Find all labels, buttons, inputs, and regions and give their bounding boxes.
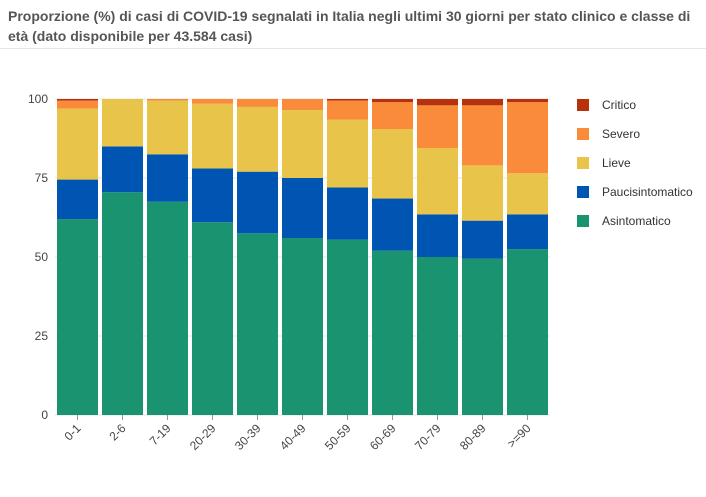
bar-paucisintomatico-6 — [327, 187, 368, 240]
bar-severo-5 — [282, 99, 323, 111]
bar-asintomatico-9 — [462, 258, 503, 415]
legend-item-asintomatico[interactable]: Asintomatico — [577, 206, 693, 235]
bar-critico-6 — [327, 99, 368, 101]
legend-swatch-asintomatico — [577, 214, 589, 227]
x-tick-label-0: 0-1 — [61, 421, 83, 443]
legend-label-critico: Critico — [602, 97, 637, 112]
title-divider — [0, 48, 706, 49]
bar-severo-3 — [192, 99, 233, 104]
bar-asintomatico-10 — [507, 249, 548, 415]
x-tick-label-6: 50-59 — [322, 421, 354, 453]
legend-swatch-lieve — [577, 156, 589, 169]
bar-critico-7 — [372, 99, 413, 103]
legend-label-lieve: Lieve — [602, 155, 631, 170]
bar-paucisintomatico-4 — [237, 171, 278, 234]
x-tick-label-4: 30-39 — [232, 421, 264, 453]
legend-label-severo: Severo — [602, 126, 641, 141]
legend-swatch-critico — [577, 98, 589, 111]
x-tick-label-10: >=90 — [504, 421, 533, 450]
x-tick-label-5: 40-49 — [277, 421, 309, 453]
chart-legend: Critico Severo Lieve Paucisintomatico Asinto… — [577, 90, 693, 235]
bar-severo-0 — [57, 100, 98, 109]
x-tick-label-7: 60-69 — [367, 421, 399, 453]
bar-severo-8 — [417, 105, 458, 148]
bar-asintomatico-2 — [147, 201, 188, 415]
bar-severo-9 — [462, 105, 503, 166]
bar-lieve-6 — [327, 119, 368, 188]
bar-asintomatico-7 — [372, 250, 413, 415]
bar-lieve-2 — [147, 100, 188, 155]
bar-lieve-8 — [417, 147, 458, 215]
legend-item-lieve[interactable]: Lieve — [577, 148, 693, 177]
bar-severo-4 — [237, 99, 278, 107]
bar-lieve-9 — [462, 165, 503, 221]
legend-label-asintomatico: Asintomatico — [602, 213, 671, 228]
bar-asintomatico-4 — [237, 233, 278, 415]
bar-paucisintomatico-0 — [57, 179, 98, 220]
legend-label-paucisintomatico: Paucisintomatico — [602, 184, 693, 199]
bar-critico-9 — [462, 99, 503, 106]
bar-paucisintomatico-2 — [147, 154, 188, 202]
bar-lieve-3 — [192, 103, 233, 169]
x-tick-label-3: 20-29 — [187, 421, 219, 453]
bar-lieve-10 — [507, 173, 548, 215]
x-tick-label-8: 70-79 — [412, 421, 444, 453]
bar-severo-2 — [147, 99, 188, 101]
bar-critico-8 — [417, 99, 458, 106]
x-tick-label-9: 80-89 — [457, 421, 489, 453]
bar-asintomatico-3 — [192, 222, 233, 415]
bar-critico-0 — [57, 99, 98, 101]
bar-paucisintomatico-5 — [282, 178, 323, 239]
legend-swatch-severo — [577, 127, 589, 140]
bar-lieve-5 — [282, 110, 323, 178]
y-tick-label-75: 75 — [35, 171, 49, 185]
y-tick-label-50: 50 — [35, 250, 49, 264]
bar-asintomatico-8 — [417, 257, 458, 415]
bar-lieve-1 — [102, 99, 143, 147]
legend-item-severo[interactable]: Severo — [577, 119, 693, 148]
bar-asintomatico-6 — [327, 239, 368, 415]
y-tick-label-25: 25 — [35, 329, 49, 343]
bar-lieve-7 — [372, 129, 413, 199]
bar-paucisintomatico-8 — [417, 214, 458, 257]
bar-paucisintomatico-3 — [192, 168, 233, 223]
bar-severo-10 — [507, 102, 548, 174]
bar-critico-10 — [507, 99, 548, 103]
x-tick-label-1: 2-6 — [106, 421, 128, 443]
legend-swatch-paucisintomatico — [577, 185, 589, 198]
x-tick-label-2: 7-19 — [147, 421, 174, 448]
legend-item-paucisintomatico[interactable]: Paucisintomatico — [577, 177, 693, 206]
bar-lieve-0 — [57, 108, 98, 180]
bar-asintomatico-0 — [57, 219, 98, 415]
bar-paucisintomatico-1 — [102, 146, 143, 193]
bar-asintomatico-5 — [282, 238, 323, 415]
bar-paucisintomatico-9 — [462, 220, 503, 259]
y-tick-label-100: 100 — [28, 92, 48, 106]
y-tick-label-0: 0 — [41, 408, 48, 422]
bar-severo-6 — [327, 100, 368, 120]
bar-lieve-4 — [237, 106, 278, 172]
legend-item-critico[interactable]: Critico — [577, 90, 693, 119]
bar-asintomatico-1 — [102, 192, 143, 415]
bar-paucisintomatico-7 — [372, 198, 413, 251]
bar-paucisintomatico-10 — [507, 214, 548, 250]
bar-severo-7 — [372, 102, 413, 130]
chart-title: Proporzione (%) di casi di COVID-19 segn… — [8, 8, 691, 44]
